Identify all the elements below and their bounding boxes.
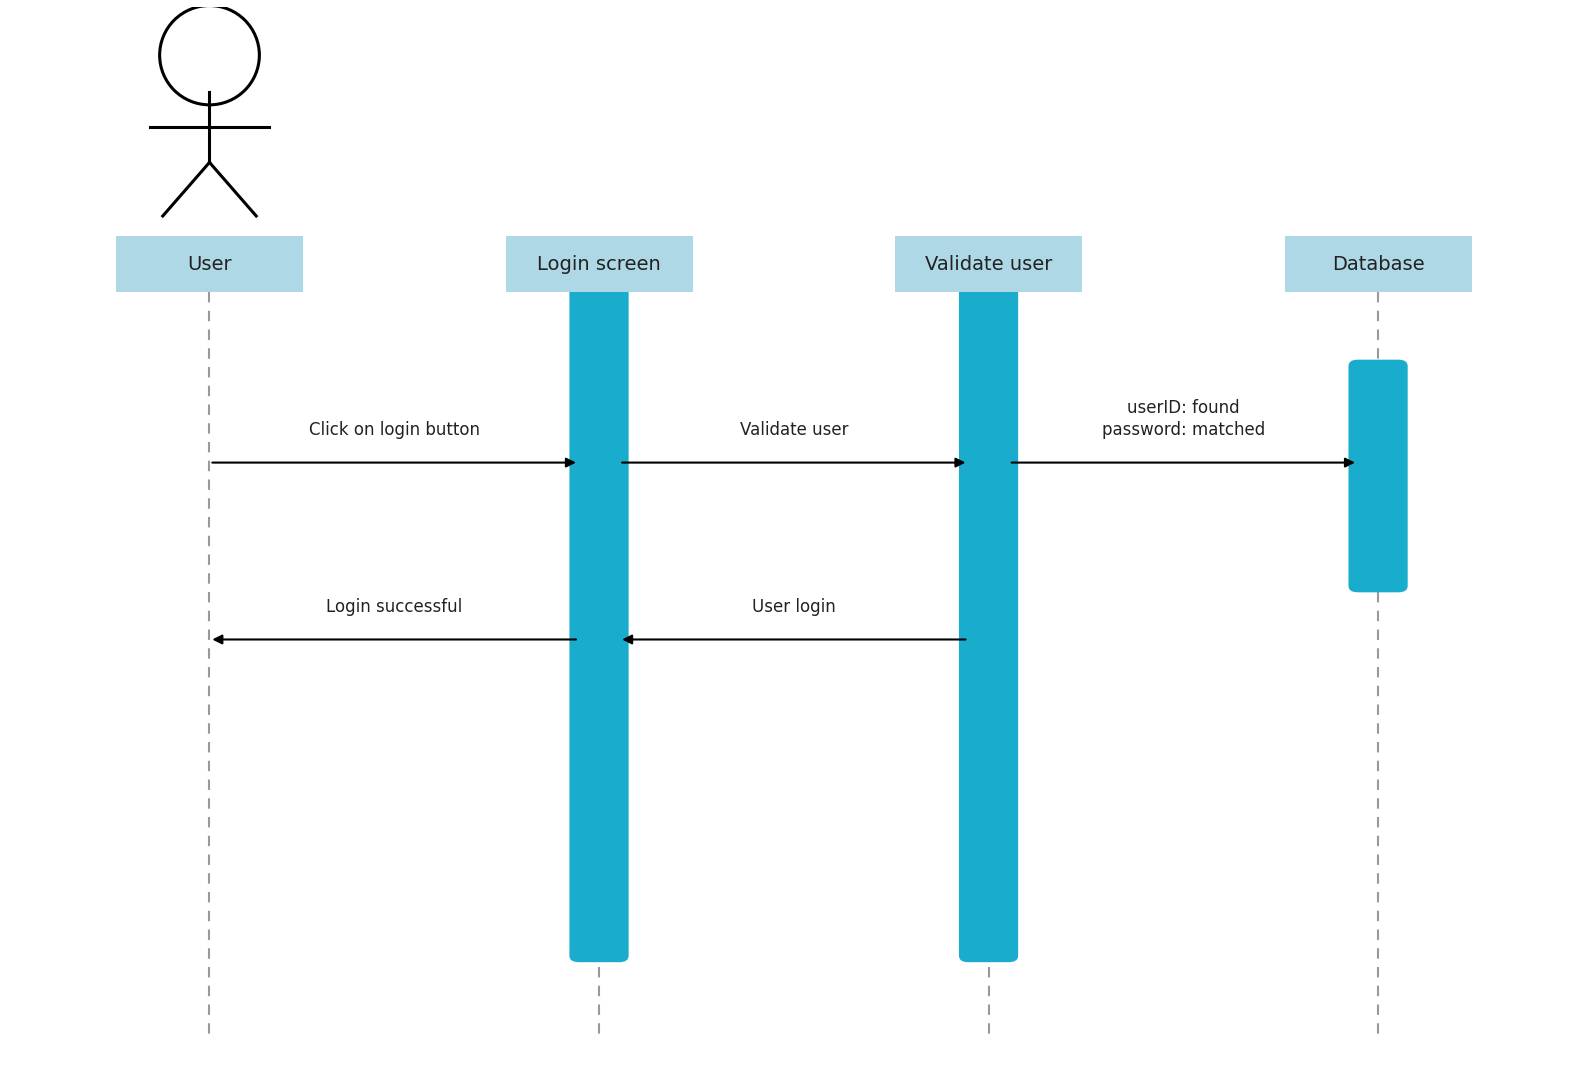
- FancyBboxPatch shape: [506, 237, 693, 292]
- FancyBboxPatch shape: [1284, 237, 1471, 292]
- FancyBboxPatch shape: [959, 285, 1019, 962]
- Text: User login: User login: [751, 598, 836, 616]
- FancyBboxPatch shape: [894, 237, 1082, 292]
- FancyBboxPatch shape: [1349, 359, 1407, 592]
- Text: userID: found
password: matched: userID: found password: matched: [1102, 399, 1265, 439]
- Text: Validate user: Validate user: [739, 421, 847, 439]
- Text: Click on login button: Click on login button: [308, 421, 479, 439]
- Text: User: User: [187, 255, 231, 274]
- Text: Login successful: Login successful: [325, 598, 462, 616]
- Text: Database: Database: [1331, 255, 1424, 274]
- Text: Login screen: Login screen: [538, 255, 660, 274]
- Text: Validate user: Validate user: [924, 255, 1052, 274]
- FancyBboxPatch shape: [116, 237, 303, 292]
- FancyBboxPatch shape: [569, 285, 629, 962]
